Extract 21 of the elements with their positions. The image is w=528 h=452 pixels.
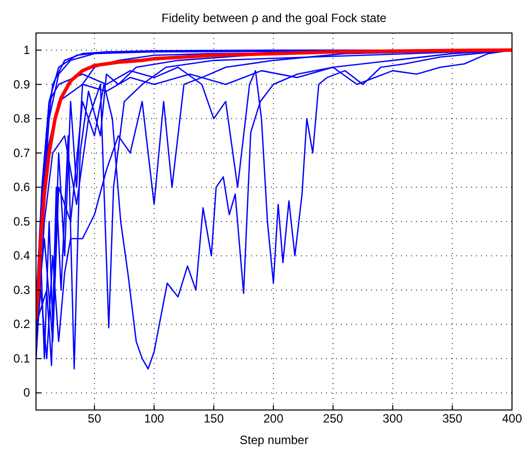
x-tick-label: 100 (144, 412, 164, 426)
y-tick-label: 0.3 (13, 282, 30, 297)
y-tick-label: 0.9 (13, 77, 30, 92)
y-tick-label: 0 (23, 386, 30, 400)
x-tick-label: 300 (382, 412, 404, 426)
y-tick-label: 0.5 (13, 214, 30, 228)
x-tick-label: 200 (263, 412, 284, 426)
y-tick-label: 0.8 (13, 112, 30, 126)
y-tick-label: 0.1 (13, 351, 30, 366)
x-tick-label: 350 (442, 412, 463, 426)
x-tick-label: 400 (502, 412, 522, 426)
x-tick-label: 250 (323, 412, 344, 426)
y-tick-label: 1 (23, 42, 30, 57)
y-tick-label: 0.4 (13, 248, 30, 263)
y-tick-label: 0.7 (13, 146, 30, 160)
x-tick-label: 50 (88, 412, 102, 426)
y-tick-label: 0.6 (13, 180, 30, 194)
chart-title: Fidelity between ρ and the goal Fock state (162, 11, 387, 25)
x-axis-title: Step number (240, 433, 308, 447)
x-tick-label: 150 (204, 412, 224, 426)
y-tick-label: 0.2 (13, 317, 30, 332)
